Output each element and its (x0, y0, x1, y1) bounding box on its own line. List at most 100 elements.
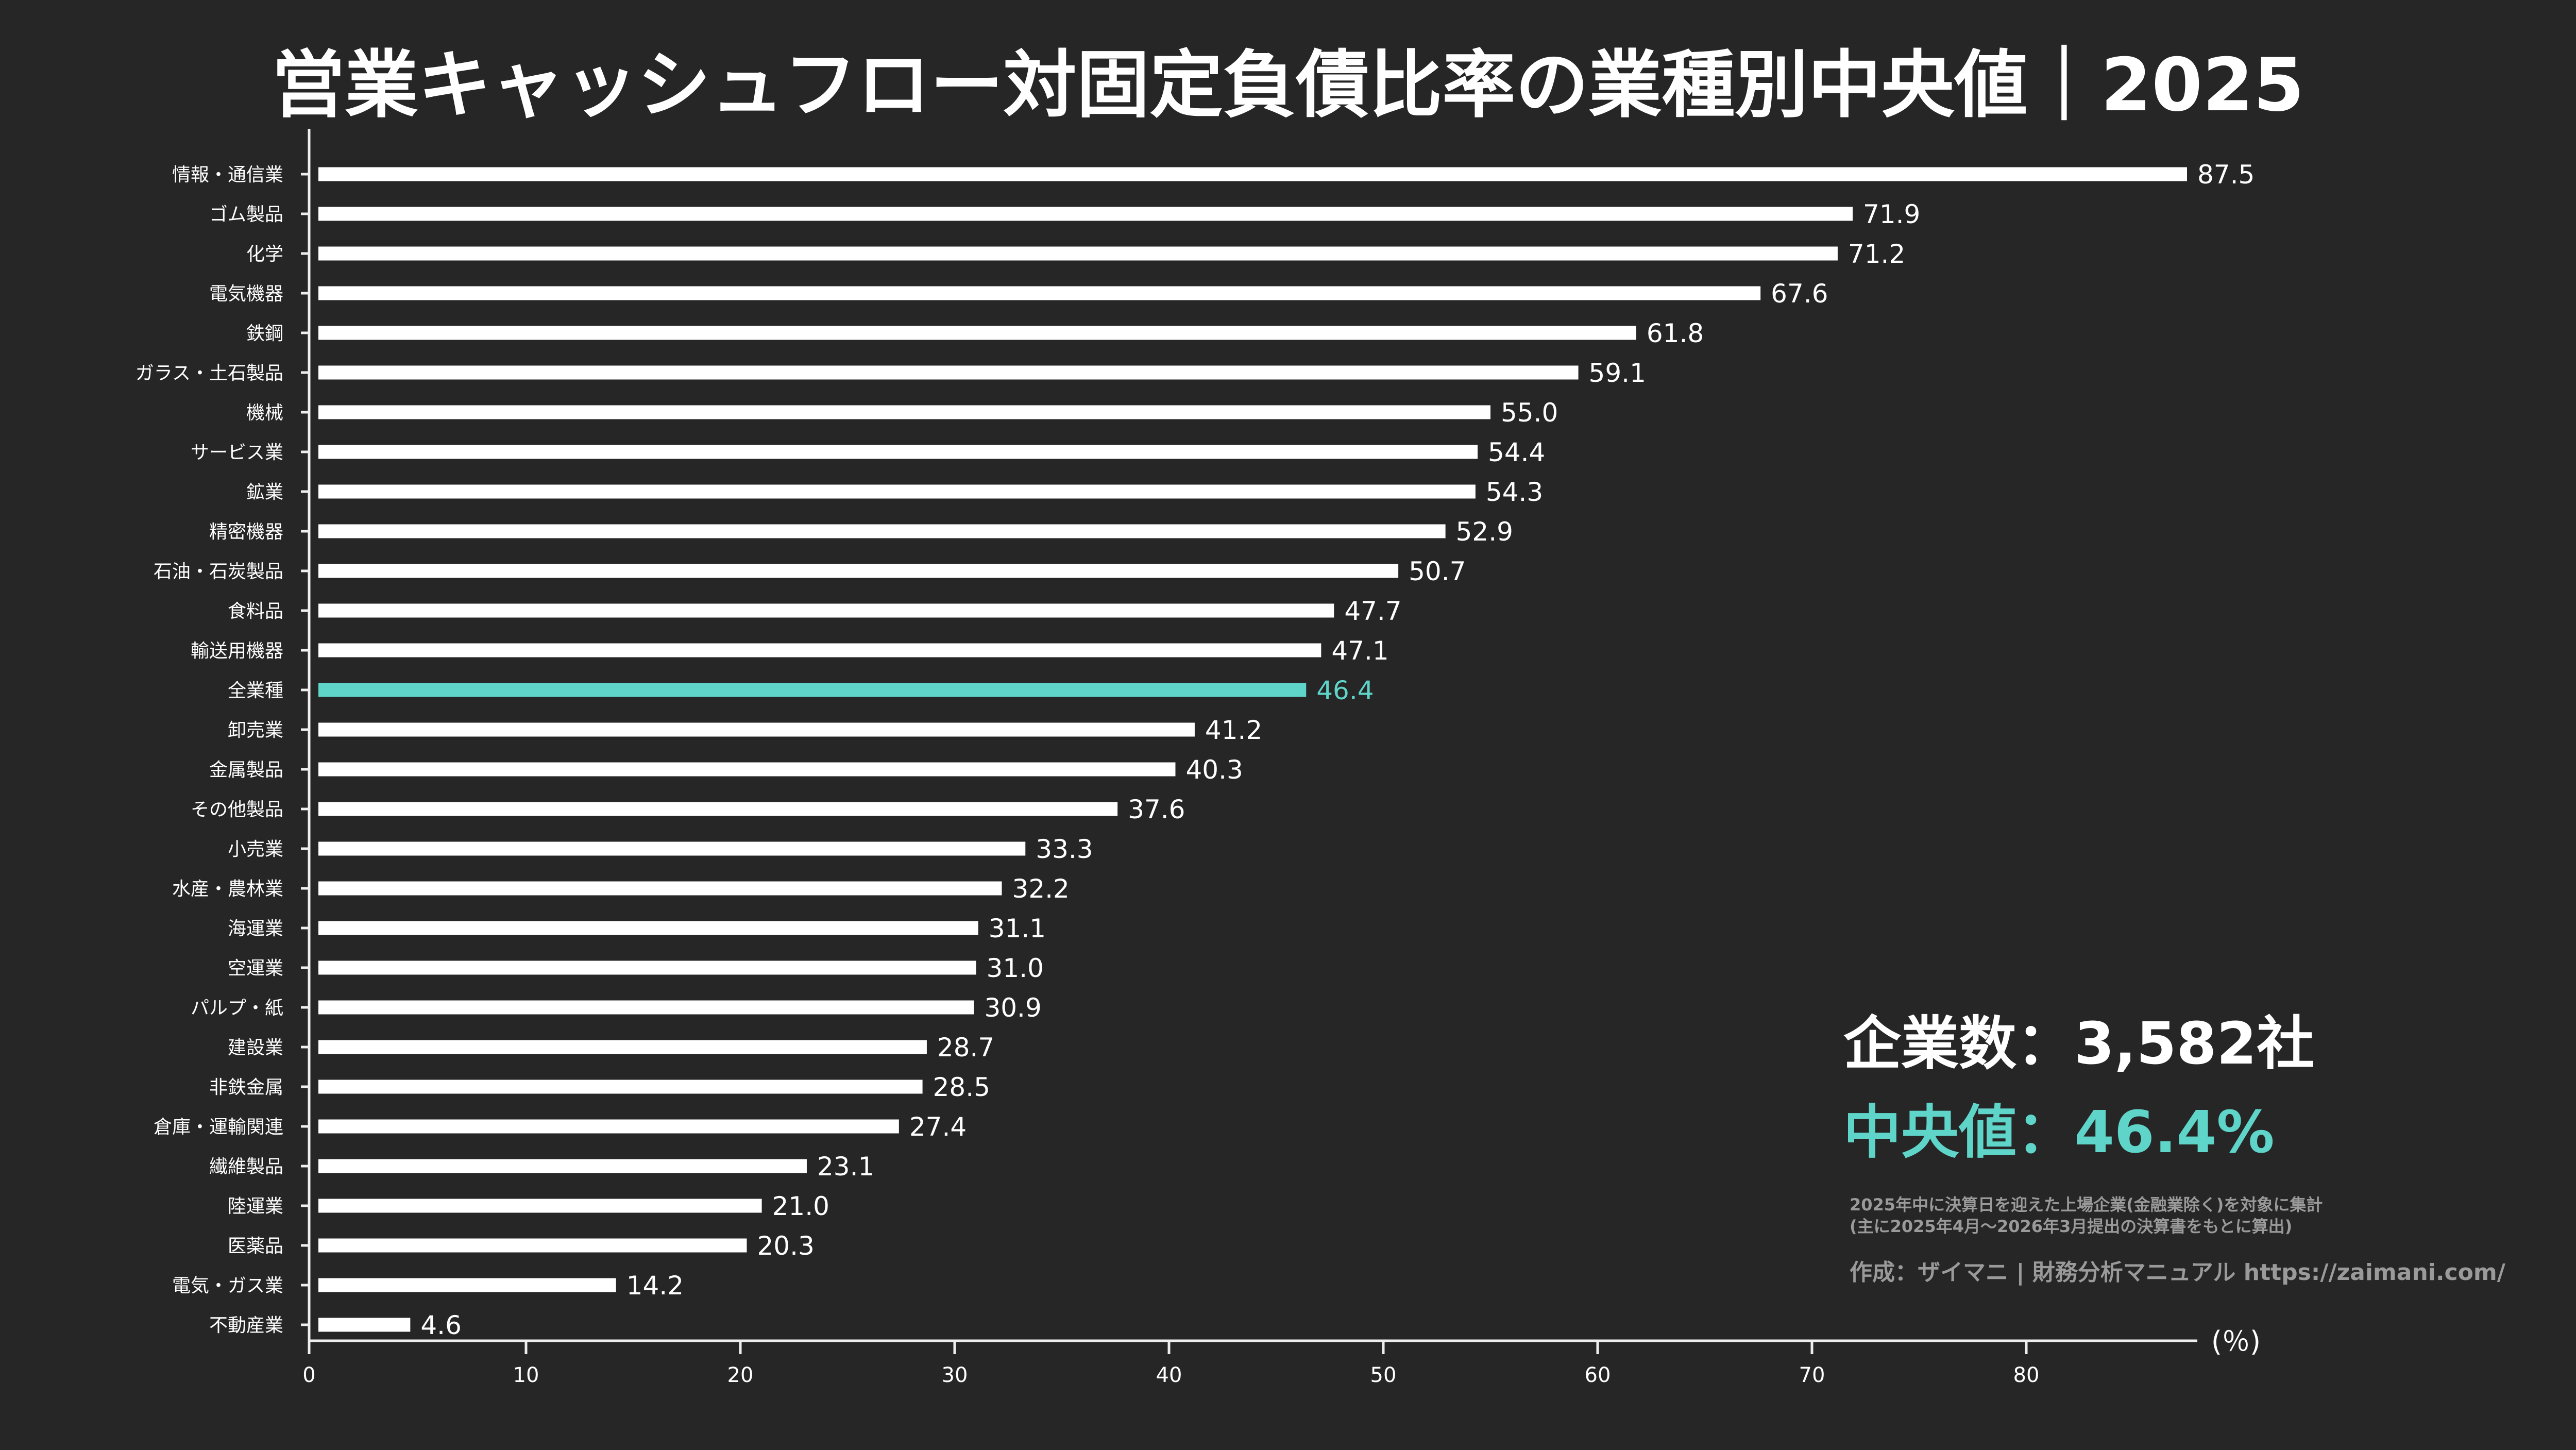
category-label: 化学 (246, 244, 283, 265)
data-label: 30.9 (984, 993, 1041, 1023)
category-label: 情報・通信業 (172, 164, 283, 186)
data-label: 50.7 (1409, 557, 1466, 586)
bar (318, 286, 1761, 300)
category-label: 金属製品 (209, 760, 283, 781)
category-label: 海運業 (228, 918, 283, 939)
data-label: 52.9 (1456, 517, 1513, 547)
data-label: 71.9 (1863, 199, 1920, 229)
category-label: 不動産業 (209, 1315, 283, 1336)
data-label: 41.2 (1205, 715, 1262, 745)
bar (318, 564, 1399, 578)
x-tick-label: 80 (2013, 1363, 2040, 1387)
bar (318, 1080, 923, 1094)
data-label: 14.2 (626, 1271, 684, 1301)
category-label: 陸運業 (228, 1196, 283, 1217)
category-label: 電気機器 (209, 283, 283, 305)
bar (318, 1199, 762, 1213)
x-tick-label: 10 (513, 1363, 539, 1387)
bar (318, 1000, 974, 1015)
bar (318, 960, 976, 975)
x-tick-label: 50 (1370, 1363, 1397, 1387)
bar (318, 1119, 899, 1134)
data-label: 67.6 (1771, 279, 1828, 309)
x-tick-label: 60 (1585, 1363, 1611, 1387)
category-label: 機械 (246, 402, 283, 424)
bar (318, 445, 1478, 459)
category-label: 輸送用機器 (191, 640, 283, 662)
data-label: 4.6 (420, 1310, 462, 1340)
bar (318, 326, 1636, 340)
bar (318, 802, 1118, 816)
data-label: 87.5 (2197, 160, 2255, 190)
data-label: 37.6 (1128, 795, 1185, 824)
category-label: 鉱業 (246, 482, 283, 503)
bar (318, 207, 1853, 221)
data-label: 21.0 (772, 1191, 829, 1221)
category-label: パルプ・紙 (191, 998, 283, 1019)
category-label: 石油・石炭製品 (154, 561, 283, 582)
data-label: 47.1 (1331, 636, 1388, 666)
data-label: 47.7 (1344, 596, 1401, 626)
x-axis-unit-label: (％) (2211, 1325, 2261, 1358)
bar (318, 722, 1195, 737)
bar (318, 881, 1002, 896)
bar (318, 841, 1026, 856)
bar (318, 643, 1321, 657)
median-value: 中央値：46.4% (1843, 1099, 2275, 1166)
category-label: 水産・農林業 (172, 879, 283, 900)
bar (318, 484, 1476, 499)
category-label: 食料品 (228, 601, 283, 622)
bar (318, 524, 1446, 538)
note-line-1: 2025年中に決算日を迎えた上場企業(金融業除く)を対象に集計 (1850, 1195, 2323, 1215)
data-label: 28.5 (933, 1072, 990, 1102)
bar (318, 921, 978, 935)
category-label: 倉庫・運輸関連 (154, 1117, 283, 1138)
x-tick-label: 40 (1156, 1363, 1182, 1387)
data-label: 23.1 (817, 1152, 874, 1182)
data-label: 46.4 (1316, 676, 1374, 705)
data-label: 33.3 (1036, 834, 1093, 864)
category-label: 小売業 (228, 839, 283, 860)
data-label: 31.0 (987, 953, 1044, 983)
bar (318, 603, 1334, 618)
bar (318, 762, 1176, 777)
data-label: 61.8 (1647, 318, 1704, 348)
data-label: 59.1 (1589, 358, 1646, 388)
data-label: 55.0 (1501, 398, 1558, 428)
data-label: 54.4 (1488, 437, 1545, 467)
category-label: 建設業 (228, 1037, 283, 1058)
category-label: その他製品 (191, 799, 283, 820)
category-label: 非鉄金属 (209, 1077, 283, 1098)
bar (318, 1278, 616, 1292)
data-label: 20.3 (757, 1231, 814, 1261)
category-label: 鉄鋼 (246, 323, 283, 344)
x-tick-label: 20 (727, 1363, 754, 1387)
category-label: 精密機器 (209, 521, 283, 543)
category-label: 空運業 (228, 958, 283, 979)
chart-title: 営業キャッシュフロー対固定負債比率の業種別中央値｜2025 (272, 43, 2304, 128)
category-label: 全業種 (228, 680, 283, 701)
bar (318, 1040, 927, 1054)
data-label: 27.4 (909, 1112, 967, 1142)
data-label: 54.3 (1486, 477, 1543, 507)
x-tick-label: 0 (302, 1363, 315, 1387)
data-label: 28.7 (937, 1033, 994, 1063)
bar (318, 405, 1490, 419)
category-label: 医薬品 (228, 1236, 283, 1257)
category-label: 卸売業 (228, 720, 283, 741)
data-label: 31.1 (989, 914, 1046, 943)
bar (318, 1159, 807, 1173)
bar (318, 167, 2187, 181)
note-line-2: (主に2025年4月〜2026年3月提出の決算書をもとに算出) (1850, 1217, 2293, 1236)
bar (318, 1238, 747, 1253)
data-label: 71.2 (1848, 239, 1905, 269)
bar (318, 1318, 411, 1332)
company-count: 企業数：3,582社 (1843, 1010, 2315, 1077)
category-label: 繊維製品 (209, 1156, 283, 1177)
x-tick-label: 70 (1799, 1363, 1825, 1387)
credit-line: 作成：ザイマニ | 財務分析マニュアル https://zaimani.com/ (1850, 1259, 2505, 1286)
category-label: 電気・ガス業 (172, 1275, 283, 1296)
bar (318, 246, 1838, 261)
data-label: 32.2 (1012, 874, 1070, 904)
